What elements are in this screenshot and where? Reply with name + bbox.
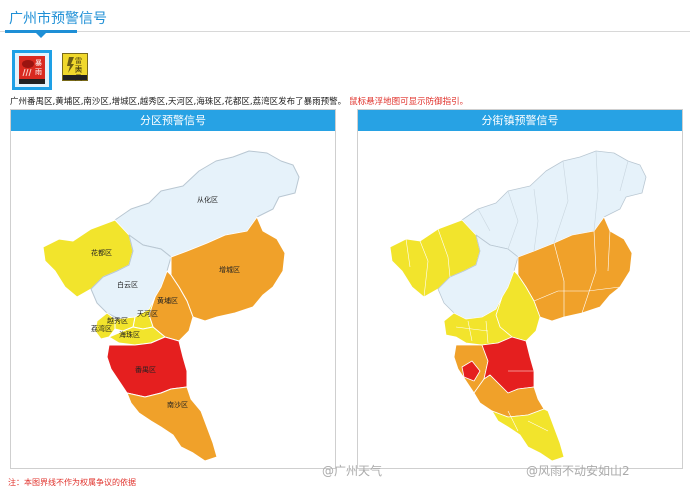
- district-label: 花都区: [91, 248, 112, 257]
- street-warning-panel: 分街镇预警信号: [357, 109, 683, 469]
- signal-footer-bar: [63, 75, 87, 80]
- district-panel-title: 分区预警信号: [11, 110, 335, 131]
- district-label: 海珠区: [119, 330, 140, 339]
- district-label: 天河区: [137, 310, 158, 318]
- map-disclaimer: 注：本图界线不作为权属争议的依据: [8, 478, 136, 487]
- thunder-gale-yellow-signal-button[interactable]: 雷雨 大风: [58, 50, 98, 90]
- map-hover-hint: 鼠标悬浮地图可显示防御指引。: [349, 97, 469, 107]
- page-title: 广州市预警信号: [9, 11, 107, 27]
- title-caret-icon: [36, 33, 46, 38]
- signal-text: 暴: [35, 59, 42, 67]
- rainstorm-icon: 暴 雨: [19, 56, 45, 84]
- warning-info-line: 广州番禺区,黄埔区,南沙区,增城区,越秀区,天河区,海珠区,花都区,荔湾区发布了…: [10, 96, 468, 108]
- warning-info-text: 广州番禺区,黄埔区,南沙区,增城区,越秀区,天河区,海珠区,花都区,荔湾区发布了…: [10, 97, 347, 107]
- district-label: 荔湾区: [91, 324, 112, 333]
- street-area-nansha-south[interactable]: [491, 408, 565, 462]
- district-nansha[interactable]: [126, 386, 218, 462]
- rainstorm-red-signal-button[interactable]: 暴 雨: [12, 50, 52, 90]
- street-area-urban[interactable]: [443, 296, 513, 346]
- district-haizhu[interactable]: [108, 326, 166, 346]
- district-label: 从化区: [197, 195, 218, 204]
- signal-text: 雷雨: [75, 57, 82, 73]
- header-divider: [0, 31, 690, 32]
- district-label: 越秀区: [107, 316, 128, 325]
- street-boundaries-colored: [405, 228, 621, 432]
- thunder-gale-icon: 雷雨 大风: [62, 53, 88, 82]
- street-map[interactable]: [358, 131, 682, 468]
- page-header: 广州市预警信号: [0, 0, 690, 38]
- title-underline: [5, 30, 77, 33]
- signal-text: 雨: [35, 68, 42, 76]
- watermark: @广州天气: [322, 464, 383, 478]
- district-label: 番禺区: [135, 366, 156, 374]
- district-warning-panel: 分区预警信号 从化区 花都区: [10, 109, 336, 469]
- street-area-panyu-red-west[interactable]: [461, 360, 481, 382]
- district-label: 白云区: [117, 280, 138, 289]
- district-map[interactable]: 从化区 花都区 白云区 增城区 黄埔区 天河区 越秀区 荔湾区 海珠区 番禺区 …: [11, 131, 335, 468]
- district-liwan[interactable]: [94, 312, 116, 340]
- district-label: 黄埔区: [157, 296, 178, 305]
- watermark: @风雨不动安如山2: [526, 464, 630, 478]
- street-boundaries: [477, 150, 629, 252]
- district-label: 南沙区: [167, 400, 188, 409]
- street-panel-title: 分街镇预警信号: [358, 110, 682, 131]
- signal-footer-bar: [19, 79, 45, 84]
- district-label: 增城区: [219, 265, 240, 274]
